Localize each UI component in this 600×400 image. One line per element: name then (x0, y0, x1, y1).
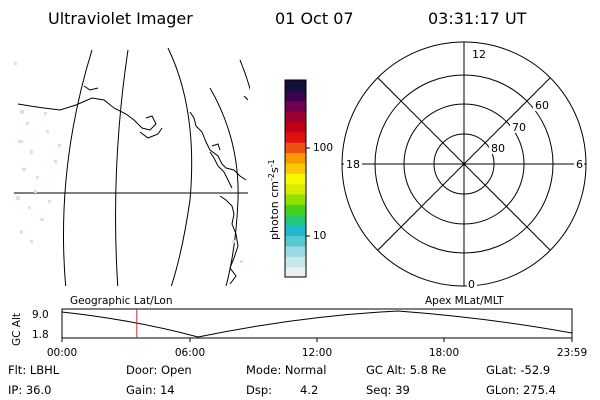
colorbar-tick-100: 100 (313, 142, 333, 154)
dsp-value: 4.2 (300, 383, 318, 397)
colorbar-cell (285, 100, 306, 112)
lat-label-70: 70 (512, 121, 526, 134)
instrument-title: Ultraviolet Imager (48, 9, 193, 28)
colorbar-cell (285, 142, 306, 154)
colorbar-cell (285, 121, 306, 133)
gain-readout: Gain: 14 (126, 383, 175, 397)
colorbar-cell (285, 90, 306, 102)
lat-label-60: 60 (535, 99, 549, 112)
colorbar-cell (285, 245, 306, 257)
timeline-ytick-high: 9.0 (32, 309, 49, 321)
colorbar-cell (285, 183, 306, 195)
coastline (219, 195, 239, 285)
timeline-xtick-2359: 23:59 (557, 347, 587, 359)
meridian-line (239, 59, 250, 91)
gc-alt-readout: GC Alt: 5.8 Re (366, 363, 446, 377)
dsp-label: Dsp: (246, 383, 272, 397)
colorbar-cell (285, 131, 306, 143)
meridian-line (167, 48, 193, 286)
colorbar-cell (285, 173, 306, 185)
colorbar-cell (285, 235, 306, 247)
colorbar-cell (285, 162, 306, 174)
colorbar-cell (285, 256, 306, 268)
coastline (243, 95, 249, 101)
coastline (211, 143, 221, 151)
emission-speckle (14, 62, 243, 263)
color-scale-bar: 100 10 photon cm-2s-1 (267, 79, 333, 278)
orbit-timeline: Geographic Lat/Lon Apex MLat/MLT GC Alt … (11, 295, 587, 359)
timeline-right-caption: Apex MLat/MLT (425, 295, 504, 307)
mlt-diagonal (377, 77, 551, 251)
timeline-xtick-0000: 00:00 (47, 347, 77, 359)
ip-readout: IP: 36.0 (8, 383, 51, 397)
colorbar-cell (285, 225, 306, 237)
time-label: 03:31:17 UT (428, 9, 527, 28)
mode-readout: Mode: Normal (246, 363, 326, 377)
colorbar-cell (285, 214, 306, 226)
glon-readout: GLon: 275.4 (486, 383, 556, 397)
timeline-xtick-1200: 12:00 (302, 347, 332, 359)
mlt-label-18: 18 (346, 158, 360, 171)
mlt-label-6: 6 (576, 158, 583, 171)
colorbar-tick-10: 10 (313, 230, 326, 242)
door-readout: Door: Open (126, 363, 192, 377)
mlt-label-0: 0 (468, 278, 475, 291)
seq-readout: Seq: 39 (366, 383, 410, 397)
mlt-label-12: 12 (472, 48, 486, 61)
colorbar-cell (285, 266, 306, 278)
timeline-ytick-low: 1.8 (32, 329, 49, 341)
colorbar-cell (285, 194, 306, 205)
coastline (139, 127, 163, 139)
timeline-left-caption: Geographic Lat/Lon (70, 295, 172, 307)
colorbar-cell (285, 152, 306, 164)
meridian-line (115, 49, 129, 286)
colorbar-cell (285, 111, 306, 122)
glat-readout: GLat: -52.9 (486, 363, 550, 377)
colorbar-cell (285, 204, 306, 216)
meridian-line (209, 87, 239, 286)
coastline (17, 97, 157, 131)
gc-altitude-curve (61, 310, 573, 338)
timeline-ylabel: GC Alt (11, 313, 23, 346)
coastline (83, 85, 99, 91)
timeline-xtick-1800: 18:00 (429, 347, 459, 359)
polar-mlt-plot (341, 41, 587, 287)
date-label: 01 Oct 07 (275, 9, 354, 28)
geographic-map (14, 48, 250, 286)
meridian-line (63, 49, 93, 286)
flt-readout: Flt: LBHL (8, 363, 60, 377)
colorbar-unit-label: photon cm-2s-1 (267, 159, 281, 240)
coastline (209, 151, 233, 189)
timeline-xtick-0600: 06:00 (175, 347, 205, 359)
lat-label-80: 80 (491, 142, 505, 155)
info-readouts: Flt: LBHL IP: 36.0 Door: Open Gain: 14 M… (8, 363, 556, 397)
coastline (189, 111, 247, 181)
colorbar-cell (285, 80, 306, 91)
